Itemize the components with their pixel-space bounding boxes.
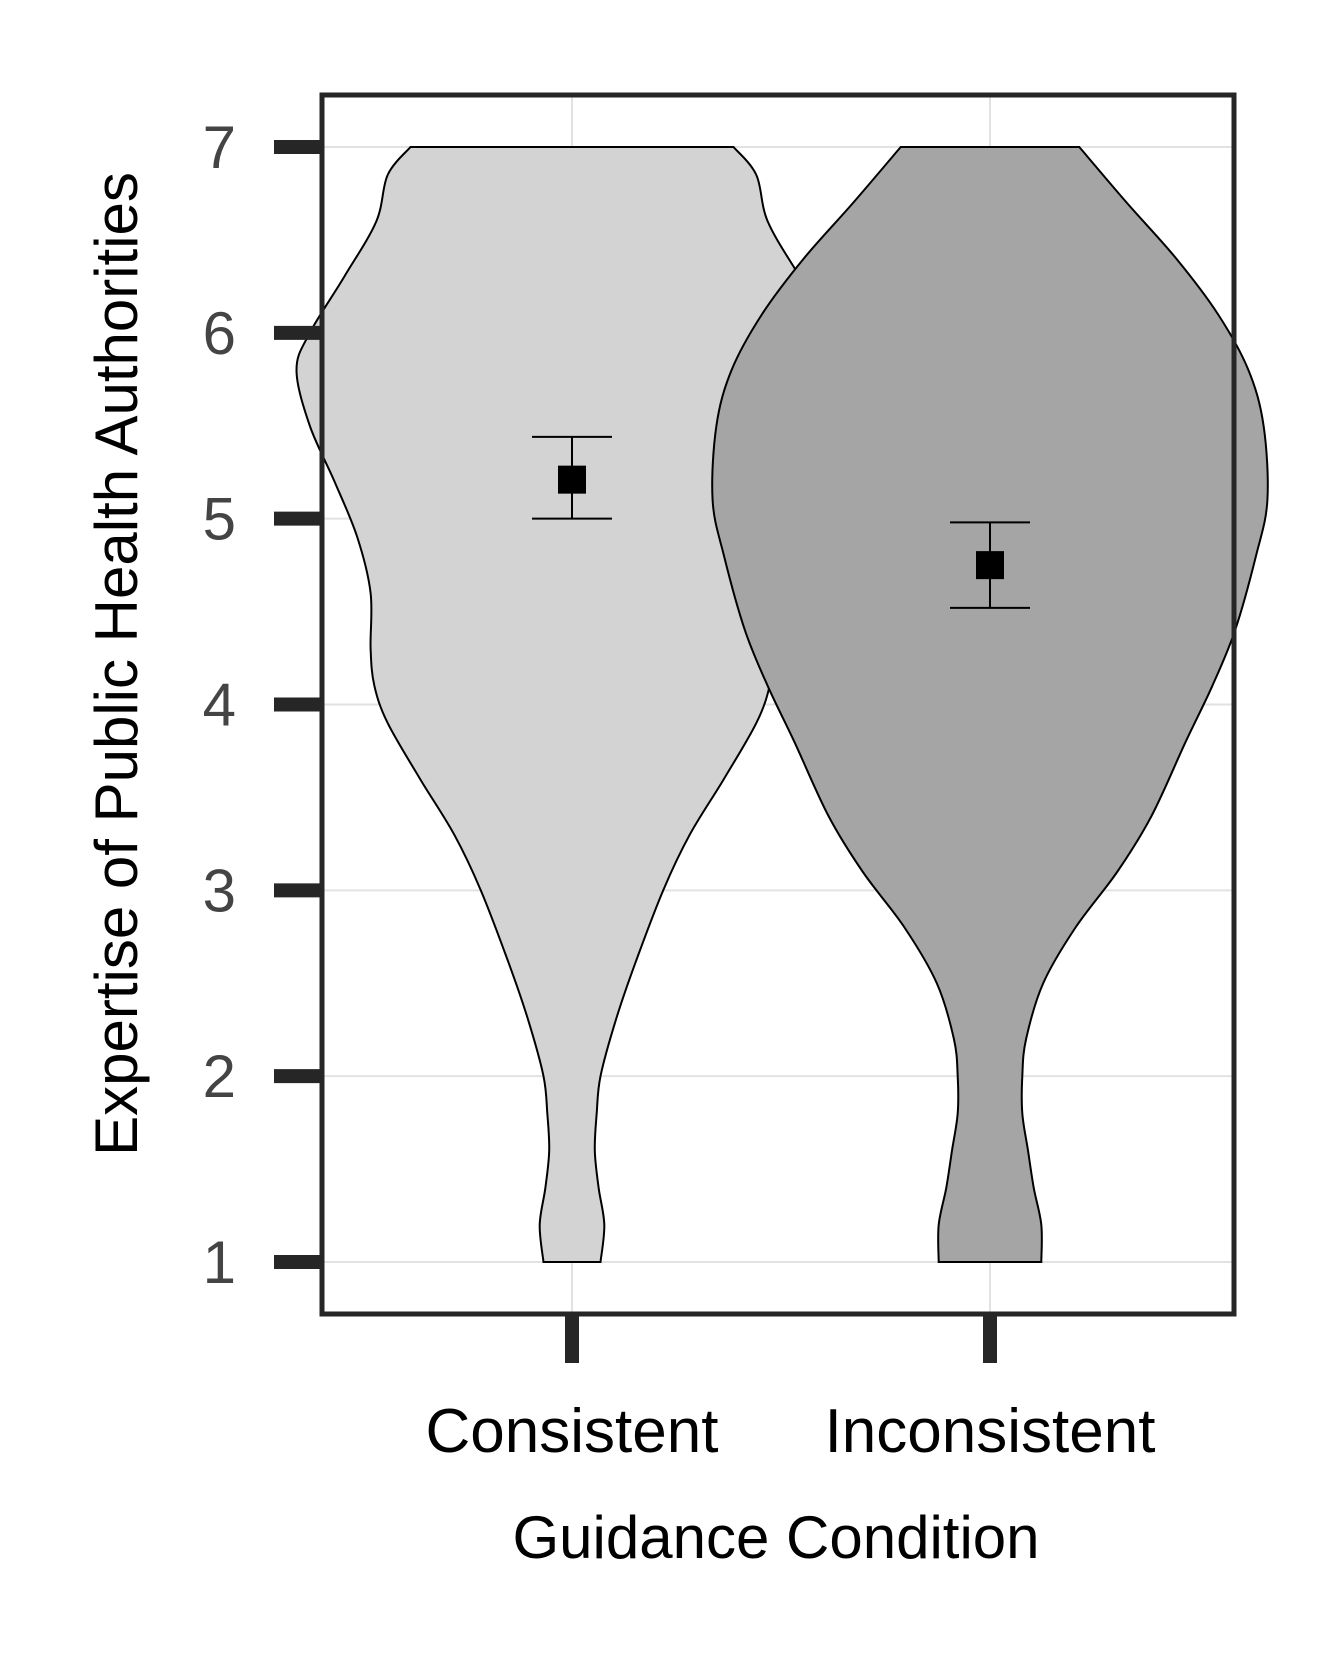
y-tick-label-7: 7	[203, 114, 236, 181]
violin-consistent	[295, 146, 849, 1263]
mean-marker-consistent	[558, 465, 586, 494]
y-tick-label-2: 2	[203, 1043, 236, 1110]
y-tick-label-6: 6	[203, 300, 236, 367]
violin-inconsistent	[711, 146, 1269, 1263]
mean-marker-inconsistent	[976, 551, 1004, 580]
y-axis-title: Expertise of Public Health Authorities	[83, 172, 150, 1156]
x-tick-label-consistent: Consistent	[426, 1397, 719, 1466]
x-axis-title: Guidance Condition	[512, 1504, 1039, 1571]
y-tick-label-1: 1	[203, 1229, 236, 1296]
y-tick-label-5: 5	[203, 486, 236, 553]
violins	[295, 146, 1269, 1263]
y-axis: 1 2 3 4 5 6 7	[203, 114, 322, 1296]
x-axis: Consistent Inconsistent	[426, 1314, 1156, 1466]
y-tick-label-3: 3	[203, 857, 236, 924]
error-bars	[532, 435, 1030, 609]
x-tick-label-inconsistent: Inconsistent	[825, 1397, 1156, 1466]
y-tick-label-4: 4	[203, 672, 236, 739]
